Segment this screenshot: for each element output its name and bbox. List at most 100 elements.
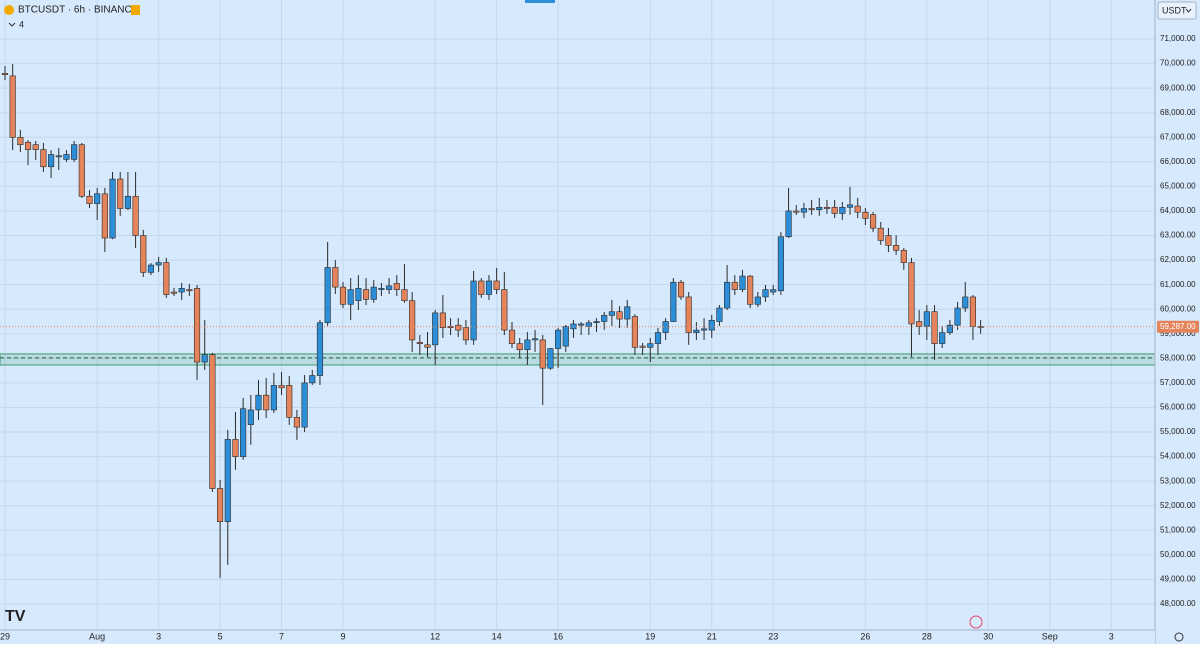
candle-body [155, 262, 162, 266]
candle-body [816, 206, 823, 211]
last-price-label: 59,287.00 [1160, 322, 1196, 331]
x-tick-label: 23 [768, 631, 778, 641]
candle-body [370, 286, 377, 300]
logo[interactable]: TV [5, 608, 26, 625]
currency-label[interactable]: USDT [1162, 5, 1187, 15]
candle-body [378, 288, 385, 290]
dropdown-icon[interactable] [1185, 8, 1192, 13]
x-tick-label: 5 [218, 631, 223, 641]
candle-body [309, 375, 316, 384]
y-tick-label: 70,000.00 [1160, 59, 1196, 68]
candle-body [94, 193, 101, 204]
candle-body [217, 488, 224, 522]
candle-body [770, 289, 777, 293]
candle-body [893, 245, 900, 251]
y-tick-label: 60,000.00 [1160, 304, 1196, 313]
candle-body [601, 315, 608, 322]
candle-body [301, 382, 308, 428]
candle-body [332, 267, 339, 288]
flash-icon[interactable] [969, 615, 983, 629]
candle-body [462, 327, 469, 341]
candle-body [263, 394, 270, 411]
candle-body [178, 288, 185, 293]
candle-body [424, 344, 431, 348]
candle-body [170, 291, 178, 294]
candle-body [923, 311, 930, 327]
candle-body [693, 329, 700, 333]
candle-body [493, 280, 500, 290]
x-tick-label: 30 [983, 631, 993, 641]
candle-body [201, 354, 208, 363]
y-tick-label: 58,000.00 [1160, 353, 1196, 362]
candle-body [485, 280, 493, 295]
candle-body [593, 321, 600, 324]
y-tick-label: 65,000.00 [1160, 182, 1196, 191]
candle-body [278, 385, 285, 389]
x-tick-label: 28 [922, 631, 932, 641]
y-tick-label: 48,000.00 [1160, 599, 1196, 608]
candle-body [247, 409, 254, 425]
symbol-title: BTCUSDT · 6h · BINANCE [18, 5, 139, 16]
candle-body [531, 338, 539, 341]
candle-body [739, 275, 746, 290]
y-tick-label: 52,000.00 [1160, 501, 1196, 510]
y-tick-label: 51,000.00 [1160, 525, 1196, 534]
candle-body [48, 154, 55, 168]
candle-body [724, 281, 731, 309]
y-tick-label: 68,000.00 [1160, 108, 1196, 117]
x-axis-panel [0, 630, 1155, 644]
settings-icon[interactable] [1174, 632, 1184, 642]
symbol-icon [4, 5, 14, 15]
candle-body [754, 296, 761, 305]
candle-body [193, 288, 201, 363]
candle-body [355, 288, 362, 301]
y-tick-label: 54,000.00 [1160, 452, 1196, 461]
candle-body [916, 321, 923, 327]
candle-body [132, 195, 139, 236]
candle-body [386, 285, 393, 290]
y-tick-label: 66,000.00 [1160, 157, 1196, 166]
currency-button[interactable] [1157, 1, 1197, 20]
candle-body [685, 296, 692, 333]
x-tick-label: 9 [340, 631, 345, 641]
candle-body [785, 210, 792, 238]
candle-body [478, 280, 485, 295]
candle-body [117, 178, 124, 209]
candle-body [255, 394, 262, 411]
candle-body [109, 178, 116, 239]
candle-body [524, 339, 531, 351]
candle-body [578, 323, 585, 326]
grid [0, 0, 1155, 630]
collapse-icon[interactable] [8, 22, 16, 27]
zone-band [0, 353, 1156, 366]
x-tick-label: 3 [1109, 631, 1114, 641]
candle-body [439, 312, 446, 328]
candle-body [562, 326, 569, 347]
candle-body [393, 283, 400, 290]
candle-body [654, 332, 662, 344]
candle-body [293, 416, 300, 428]
candle-body [831, 206, 838, 214]
candle-body [9, 75, 16, 138]
y-tick-label: 59,000.00 [1160, 329, 1196, 338]
x-tick-label: 12 [430, 631, 440, 641]
candle-body [939, 332, 946, 344]
candle-body [232, 439, 239, 457]
candle-body [908, 262, 915, 325]
candle-body [40, 149, 47, 168]
top-marker [525, 0, 555, 3]
candle-body [316, 322, 324, 376]
candle-body [977, 326, 984, 328]
candle-body [677, 281, 685, 298]
x-tick-label: 29 [0, 631, 10, 641]
y-tick-label: 55,000.00 [1160, 427, 1196, 436]
indicator-count[interactable]: 4 [19, 19, 24, 29]
candle-body [777, 236, 784, 292]
candle-body [339, 286, 347, 305]
x-tick-label: 19 [645, 631, 655, 641]
candle-body [362, 289, 370, 300]
candle-body [71, 144, 78, 160]
y-tick-label: 67,000.00 [1160, 132, 1196, 141]
y-tick-label: 49,000.00 [1160, 575, 1196, 584]
